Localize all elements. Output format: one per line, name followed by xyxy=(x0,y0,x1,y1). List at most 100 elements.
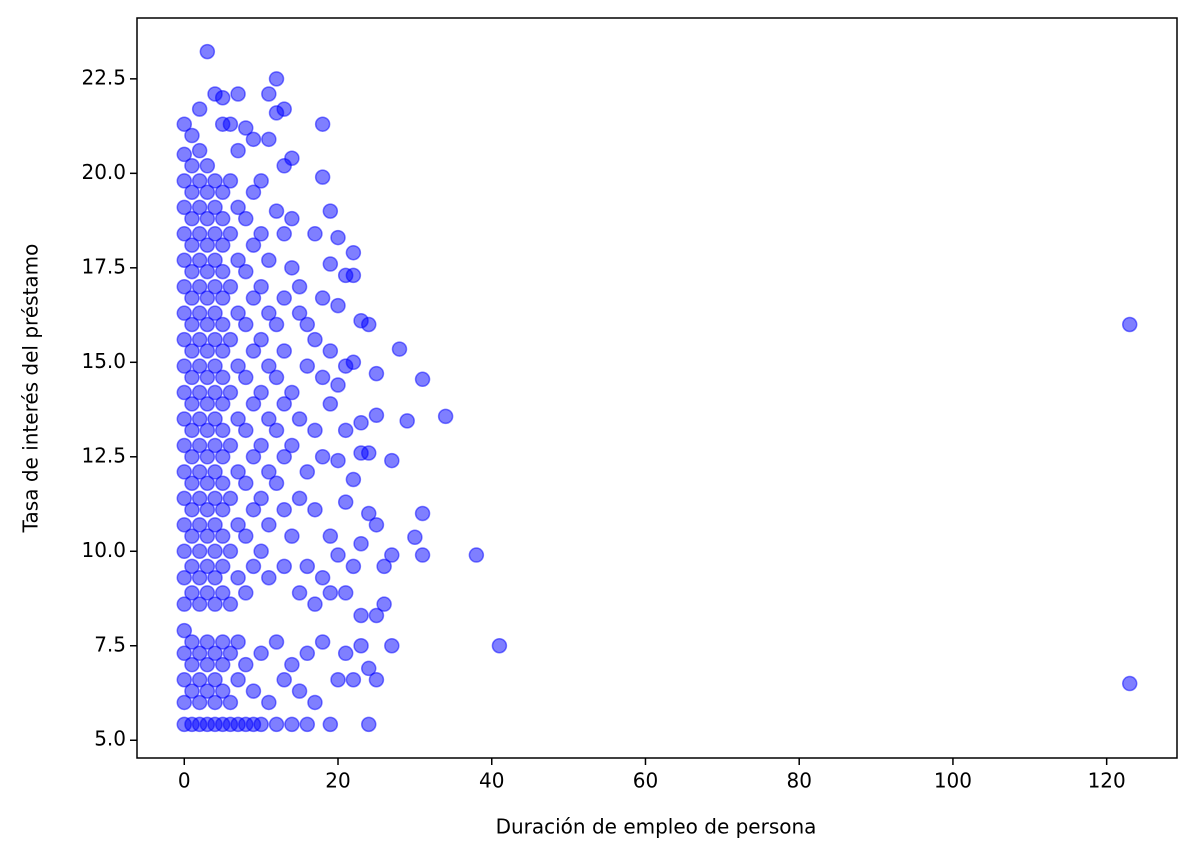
point xyxy=(191,331,208,348)
point xyxy=(214,343,231,359)
point xyxy=(176,490,193,507)
point xyxy=(238,316,254,333)
point xyxy=(337,422,354,439)
point xyxy=(184,422,200,439)
point xyxy=(191,464,208,480)
point xyxy=(307,331,323,348)
point xyxy=(345,558,362,575)
point xyxy=(399,413,415,429)
point xyxy=(184,127,200,144)
point xyxy=(176,464,193,480)
point xyxy=(384,547,400,563)
point xyxy=(199,369,216,386)
point xyxy=(176,411,193,427)
point xyxy=(314,634,331,650)
point xyxy=(207,305,223,321)
point xyxy=(253,490,269,507)
point xyxy=(184,343,200,359)
point xyxy=(314,116,331,132)
point xyxy=(268,716,285,733)
point xyxy=(322,203,339,219)
point xyxy=(191,569,208,586)
point xyxy=(199,290,216,306)
point xyxy=(284,716,300,733)
point xyxy=(222,543,239,560)
point xyxy=(207,569,223,586)
point xyxy=(214,422,231,439)
point xyxy=(214,634,231,650)
point xyxy=(199,501,216,518)
point xyxy=(230,464,246,480)
point xyxy=(268,475,285,491)
point xyxy=(176,694,193,711)
point xyxy=(207,411,223,427)
point xyxy=(322,585,339,601)
point xyxy=(222,331,239,348)
point xyxy=(230,199,246,216)
point xyxy=(299,716,316,733)
point xyxy=(276,449,292,465)
point xyxy=(230,569,246,586)
point xyxy=(253,384,269,401)
point xyxy=(322,716,339,733)
point xyxy=(261,305,277,321)
point xyxy=(276,226,292,242)
point xyxy=(245,558,262,575)
point xyxy=(214,449,231,465)
point xyxy=(368,517,385,533)
point xyxy=(214,656,231,673)
point xyxy=(245,501,262,518)
point xyxy=(238,656,254,673)
y-tick-label: 10.0 xyxy=(81,538,126,562)
point xyxy=(276,672,292,688)
point xyxy=(214,184,231,200)
point xyxy=(207,226,223,242)
point xyxy=(191,173,208,189)
point xyxy=(330,377,346,393)
point xyxy=(199,585,216,601)
point xyxy=(353,535,369,552)
point xyxy=(345,267,362,284)
point xyxy=(1121,675,1138,692)
point xyxy=(253,543,269,560)
point xyxy=(184,158,200,174)
point xyxy=(284,260,300,276)
point xyxy=(276,101,292,117)
point xyxy=(199,475,216,491)
point xyxy=(222,596,239,612)
point xyxy=(191,645,208,662)
point xyxy=(199,158,216,174)
point xyxy=(207,358,223,374)
point xyxy=(345,471,362,488)
x-tick-label: 0 xyxy=(178,769,191,793)
point xyxy=(214,396,231,412)
point xyxy=(361,505,377,522)
point xyxy=(284,384,300,401)
point xyxy=(238,120,254,136)
point xyxy=(376,596,392,612)
point xyxy=(261,411,277,427)
point xyxy=(284,656,300,673)
point xyxy=(214,316,231,333)
point xyxy=(191,142,208,159)
point xyxy=(299,464,316,480)
point xyxy=(322,343,339,359)
point xyxy=(238,585,254,601)
point xyxy=(199,210,216,227)
point xyxy=(361,716,377,733)
point xyxy=(176,146,193,163)
point xyxy=(284,528,300,544)
point xyxy=(230,517,246,533)
point xyxy=(191,226,208,242)
point xyxy=(299,558,316,575)
point xyxy=(191,672,208,688)
point xyxy=(176,173,193,189)
point xyxy=(245,131,262,148)
point xyxy=(191,543,208,560)
point xyxy=(307,501,323,518)
point xyxy=(199,396,216,412)
point xyxy=(384,638,400,654)
point xyxy=(314,169,331,185)
point xyxy=(207,384,223,401)
y-tick-label: 17.5 xyxy=(81,254,126,278)
